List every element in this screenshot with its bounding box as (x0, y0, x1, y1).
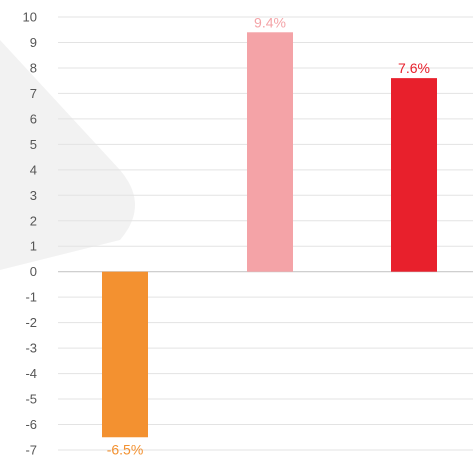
y-tick-label: 3 (30, 188, 37, 203)
y-tick-label: -4 (25, 366, 37, 381)
y-tick-label: -2 (25, 315, 37, 330)
y-tick-label: 2 (30, 213, 37, 228)
y-tick-label: 5 (30, 137, 37, 152)
y-tick-label: -7 (25, 443, 37, 458)
background-decoration (0, 40, 135, 270)
y-tick-label: 0 (30, 264, 37, 279)
bar (391, 78, 437, 272)
data-labels: -6.5% 9.4% 7.6% (107, 14, 430, 457)
y-tick-label: 10 (23, 10, 37, 25)
y-tick-label: -3 (25, 341, 37, 356)
y-tick-label: 4 (30, 162, 37, 177)
y-tick-label: 6 (30, 111, 37, 126)
y-tick-label: -6 (25, 417, 37, 432)
bar-value-label: 7.6% (398, 60, 430, 76)
y-tick-label: 7 (30, 86, 37, 101)
bar-value-label: -6.5% (107, 441, 144, 457)
bar (247, 32, 293, 272)
y-tick-label: 1 (30, 239, 37, 254)
y-tick-label: -1 (25, 290, 37, 305)
y-tick-label: 8 (30, 60, 37, 75)
bar (102, 271, 148, 438)
y-tick-label: 9 (30, 35, 37, 50)
bars (102, 32, 437, 438)
bar-value-label: 9.4% (254, 14, 286, 30)
y-tick-label: -5 (25, 392, 37, 407)
